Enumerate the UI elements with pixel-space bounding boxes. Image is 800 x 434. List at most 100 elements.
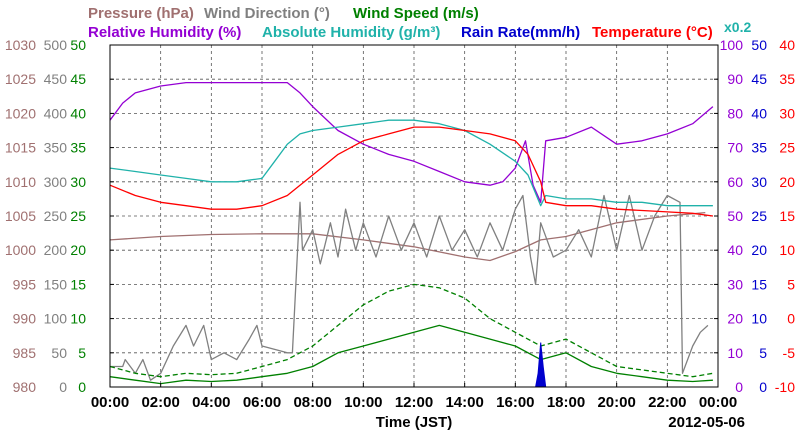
x-tick-label: 22:00 <box>648 394 686 411</box>
y-tick-label-wind_speed: 15 <box>70 276 86 292</box>
y-tick-label-wind_dir: 150 <box>44 276 68 292</box>
y-tick-label-pressure: 1030 <box>5 37 36 53</box>
x-tick-label: 14:00 <box>445 394 483 411</box>
y-tick-label-pressure: 1005 <box>5 208 36 224</box>
legend-entry-wind_speed: Wind Speed (m/s) <box>353 5 479 22</box>
y-tick-label-temp: 40 <box>779 37 795 53</box>
y-tick-label-pressure: 1020 <box>5 105 36 121</box>
y-tick-label-rh: 40 <box>727 242 743 258</box>
y-tick-label-rain: 40 <box>751 105 767 121</box>
x-tick-label: 02:00 <box>141 394 179 411</box>
y-tick-label-rain: 35 <box>751 140 767 156</box>
y-tick-label-wind_speed: 10 <box>70 311 86 327</box>
y-tick-label-temp: 0 <box>787 311 795 327</box>
y-tick-label-rh: 10 <box>727 345 743 361</box>
y-tick-label-pressure: 995 <box>13 276 37 292</box>
y-tick-label-wind_speed: 40 <box>70 105 86 121</box>
legend-entry-ah: Absolute Humidity (g/m³) <box>262 24 440 41</box>
grid <box>110 45 718 387</box>
y-tick-label-temp: 35 <box>779 71 795 87</box>
x-tick-label: 04:00 <box>192 394 230 411</box>
legend-entry-temp: Temperature (°C) <box>592 24 713 41</box>
y-tick-label-rain: 5 <box>759 345 767 361</box>
y-tick-label-rh: 100 <box>720 37 744 53</box>
y-tick-label-pressure: 985 <box>13 345 37 361</box>
y-tick-label-wind_dir: 0 <box>59 379 67 395</box>
y-tick-label-wind_dir: 400 <box>44 105 68 121</box>
y-tick-label-temp: 25 <box>779 140 795 156</box>
y-tick-label-temp: 5 <box>787 276 795 292</box>
y-tick-label-rh: 60 <box>727 174 743 190</box>
legend-entry-wind_dir: Wind Direction (°) <box>204 5 330 22</box>
y-tick-label-wind_speed: 0 <box>78 379 86 395</box>
series-wind_gust <box>109 283 714 378</box>
y-tick-label-wind_dir: 500 <box>44 37 68 53</box>
y-tick-label-rain: 30 <box>751 174 767 190</box>
y-tick-label-wind_dir: 100 <box>44 311 68 327</box>
y-tick-label-temp: 10 <box>779 242 795 258</box>
y-tick-label-wind_dir: 50 <box>51 345 67 361</box>
y-tick-label-wind_speed: 5 <box>78 345 86 361</box>
y-tick-label-pressure: 1010 <box>5 174 36 190</box>
series-temp <box>109 126 713 217</box>
y-tick-label-wind_speed: 20 <box>70 242 86 258</box>
y-tick-label-wind_speed: 45 <box>70 71 86 87</box>
y-tick-label-rh: 80 <box>727 105 743 121</box>
y-tick-label-pressure: 1025 <box>5 71 36 87</box>
y-tick-label-wind_dir: 250 <box>44 208 68 224</box>
series-wind_speed <box>109 324 713 385</box>
series-rain <box>535 342 547 388</box>
y-tick-label-pressure: 990 <box>13 311 37 327</box>
legend-entry-pressure: Pressure (hPa) <box>88 5 194 22</box>
x-tick-label: 16:00 <box>496 394 534 411</box>
y-tick-label-pressure: 1000 <box>5 242 36 258</box>
y-tick-label-temp: 30 <box>779 105 795 121</box>
y-tick-label-temp: -10 <box>775 379 795 395</box>
series-layer <box>109 81 714 388</box>
legend: Pressure (hPa) Wind Direction (°) Wind Spe… <box>88 5 751 41</box>
y-tick-label-wind_speed: 50 <box>70 37 86 53</box>
y-tick-label-rh: 20 <box>727 311 743 327</box>
y-tick-label-temp: 20 <box>779 174 795 190</box>
y-tick-label-wind_speed: 30 <box>70 174 86 190</box>
y-tick-label-rain: 20 <box>751 242 767 258</box>
y-tick-label-rain: 25 <box>751 208 767 224</box>
x-tick-label: 18:00 <box>547 394 585 411</box>
legend-scale-note: x0.2 <box>724 19 751 35</box>
y-tick-label-wind_speed: 25 <box>70 208 86 224</box>
series-rh <box>109 81 714 203</box>
y-tick-label-wind_dir: 200 <box>44 242 68 258</box>
y-tick-label-temp: 15 <box>779 208 795 224</box>
y-tick-label-rh: 50 <box>727 208 743 224</box>
y-tick-label-rh: 90 <box>727 71 743 87</box>
x-tick-label: 20:00 <box>597 394 635 411</box>
y-tick-label-rh: 70 <box>727 140 743 156</box>
y-tick-label-wind_dir: 450 <box>44 71 68 87</box>
y-tick-label-pressure: 980 <box>13 379 37 395</box>
y-tick-label-rain: 0 <box>759 379 767 395</box>
y-tick-label-rain: 10 <box>751 311 767 327</box>
y-tick-label-wind_dir: 350 <box>44 140 68 156</box>
x-axis-label: Time (JST) <box>376 414 452 431</box>
axes-layer: 9809859909951000100510101015102010251030… <box>5 37 795 411</box>
series-wind_dir <box>110 194 709 381</box>
y-tick-label-rain: 45 <box>751 71 767 87</box>
y-tick-label-temp: -5 <box>783 345 796 361</box>
x-tick-label: 08:00 <box>293 394 331 411</box>
y-tick-label-rain: 50 <box>751 37 767 53</box>
x-tick-label: 00:00 <box>91 394 129 411</box>
series-pressure <box>109 211 706 262</box>
x-tick-label: 06:00 <box>243 394 281 411</box>
x-tick-label: 00:00 <box>699 394 737 411</box>
y-tick-label-wind_speed: 35 <box>70 140 86 156</box>
y-tick-label-wind_dir: 300 <box>44 174 68 190</box>
y-tick-label-rh: 30 <box>727 276 743 292</box>
x-tick-label: 10:00 <box>344 394 382 411</box>
y-tick-label-rh: 0 <box>735 379 743 395</box>
date-label: 2012-05-06 <box>668 414 745 431</box>
legend-entry-rh: Relative Humidity (%) <box>88 24 241 41</box>
y-tick-label-pressure: 1015 <box>5 140 36 156</box>
series-ah <box>109 119 713 207</box>
y-tick-label-rain: 15 <box>751 276 767 292</box>
